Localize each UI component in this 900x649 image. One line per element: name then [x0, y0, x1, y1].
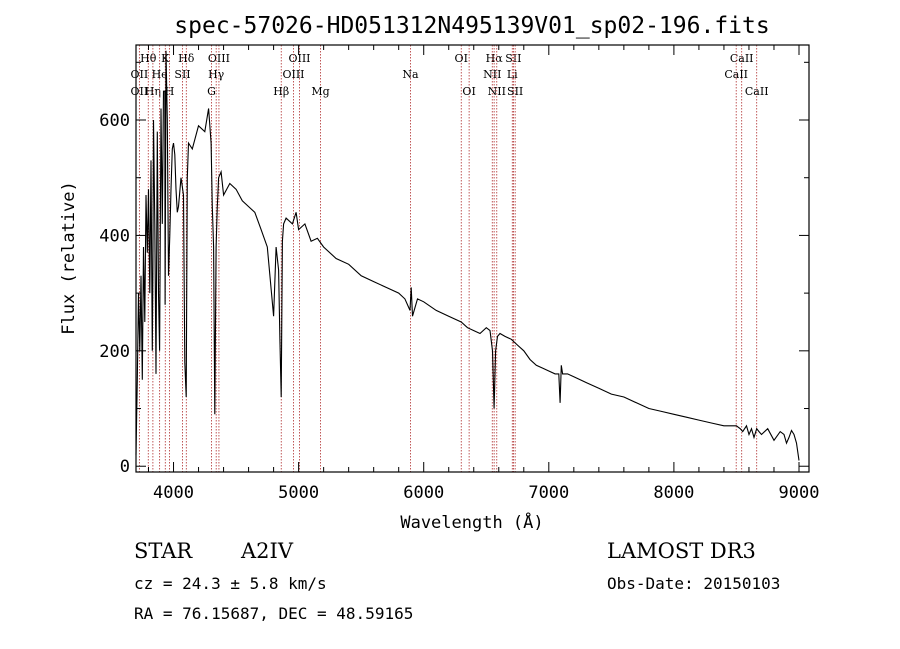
spectral-line-label: Hδ [178, 52, 195, 65]
spectral-line-label: G [207, 85, 216, 98]
spectral-line-label: Hγ [208, 68, 225, 81]
spectral-line-label: NII [483, 68, 501, 81]
x-tick-label: 5000 [278, 483, 319, 503]
y-tick-label: 600 [99, 111, 130, 131]
survey-name: LAMOST DR3 [607, 539, 756, 563]
x-tick-label: 7000 [528, 483, 569, 503]
y-tick-label: 200 [99, 342, 130, 362]
spectral-line-label: NII [488, 85, 506, 98]
spectral-line-label: Hη [145, 85, 161, 98]
y-tick-label: 400 [99, 226, 130, 246]
spectral-line-label: OI [462, 85, 475, 98]
spectrum-series-line [135, 50, 800, 461]
y-axis-label: Flux (relative) [59, 181, 79, 335]
spectral-line-label: SII [507, 85, 523, 98]
spectral-line-label: Na [402, 68, 419, 81]
object-subclass: A2IV [241, 539, 293, 563]
spectral-line-label: Mg [311, 85, 329, 98]
spectral-line-label: OI [455, 52, 468, 65]
spectral-line-label: Li [507, 68, 518, 81]
coordinates: RA = 76.15687, DEC = 48.59165 [134, 604, 414, 623]
spectral-line-label: OIII [208, 52, 230, 65]
object-type: STAR [134, 539, 193, 563]
x-axis-label: Wavelength (Å) [400, 511, 543, 533]
spectral-line-label: Hθ [140, 52, 157, 65]
spectral-line-label: He [152, 68, 168, 81]
y-tick-label: 0 [120, 457, 130, 477]
axis-ticks: 4000 5000 6000 7000 8000 9000 0 200 400 600 [99, 45, 819, 503]
spectral-line-label: CaII [724, 68, 748, 81]
observation-date: Obs-Date: 20150103 [607, 574, 781, 593]
spectral-line-label: OIII [288, 52, 310, 65]
x-tick-label: 9000 [779, 483, 820, 503]
spectral-line-label: CaII [730, 52, 754, 65]
spectral-line-label: SII [505, 52, 521, 65]
spectral-line-label: H [165, 85, 175, 98]
spectral-line-label: SII [174, 68, 190, 81]
x-tick-label: 4000 [153, 483, 194, 503]
spectral-line-label: OII [131, 85, 149, 98]
spectral-line-label: OII [131, 68, 149, 81]
x-tick-label: 6000 [403, 483, 444, 503]
redshift-cz: cz = 24.3 ± 5.8 km/s [134, 574, 327, 593]
plot-frame [135, 44, 810, 473]
spectral-line-label: Hα [486, 52, 504, 65]
spectral-line-label: Hβ [273, 85, 289, 98]
x-tick-label: 8000 [653, 483, 694, 503]
chart-title: spec-57026-HD051312N495139V01_sp02-196.f… [174, 13, 769, 39]
spectral-line-label: CaII [745, 85, 769, 98]
spectral-line-label: OIII [282, 68, 304, 81]
